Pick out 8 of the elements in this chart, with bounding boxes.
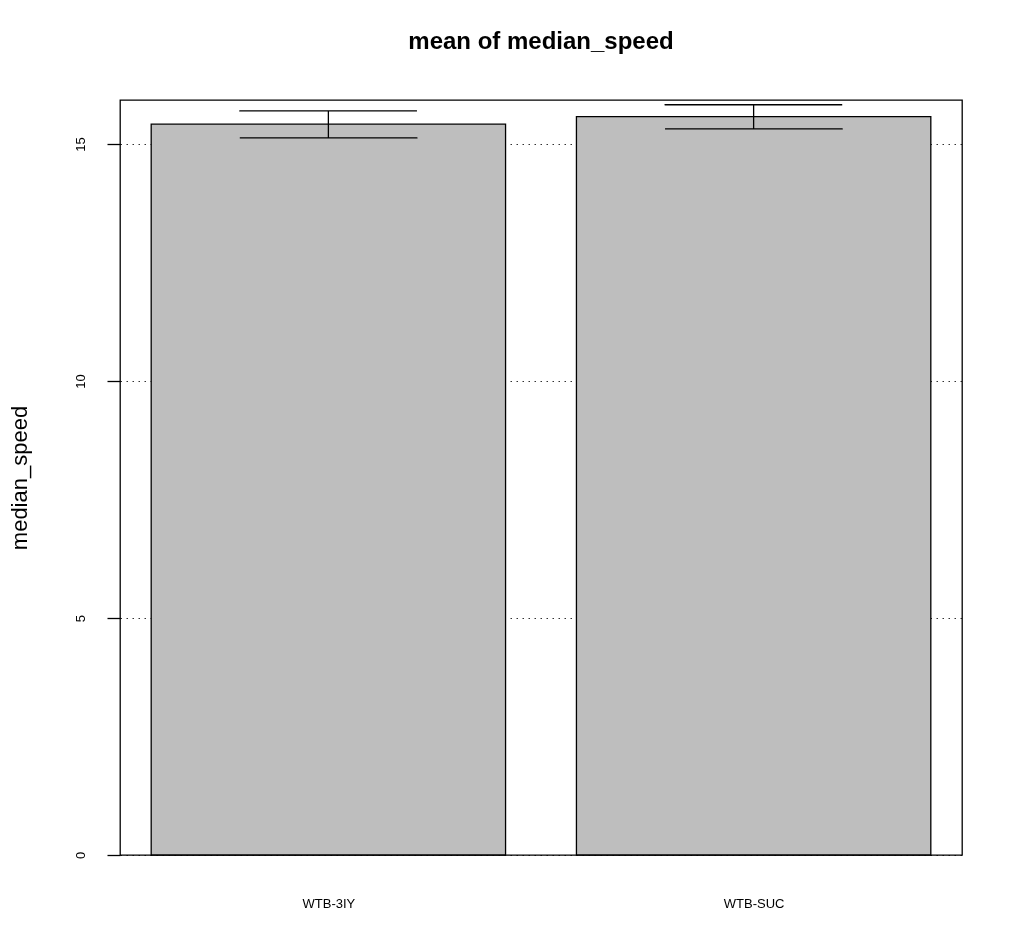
chart-title: mean of median_speed bbox=[408, 27, 674, 54]
y-tick-label: 5 bbox=[72, 614, 88, 623]
y-axis-title: median_speed bbox=[6, 405, 32, 551]
x-tick-label: WTB-SUC bbox=[723, 895, 785, 911]
y-tick-label: 15 bbox=[72, 137, 88, 152]
y-tick-label: 0 bbox=[72, 851, 88, 860]
x-tick-label: WTB-3IY bbox=[302, 895, 356, 911]
y-tick-label: 10 bbox=[72, 374, 88, 389]
